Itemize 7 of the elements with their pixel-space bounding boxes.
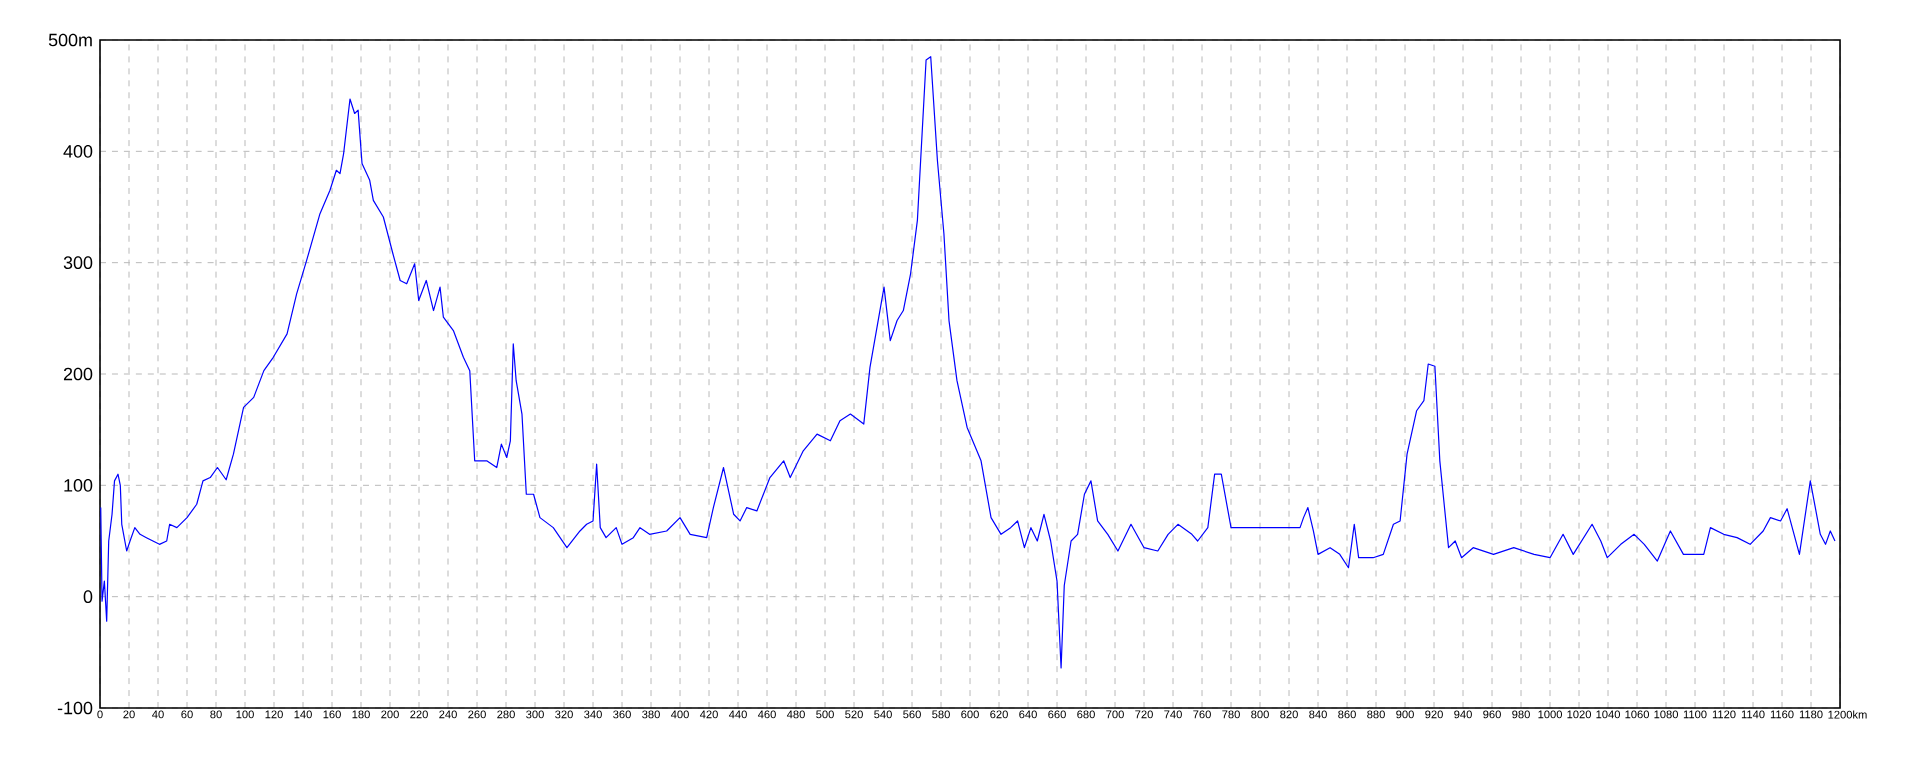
y-tick-label: 100: [64, 478, 93, 492]
y-tick-label: 500m: [48, 33, 92, 47]
y-tick-label: 200: [63, 367, 93, 381]
y-tick-label: 400: [63, 144, 93, 158]
y-tick-label: -100: [57, 701, 93, 715]
y-tick-label: 300: [63, 256, 93, 270]
y-tick-label: 0: [83, 590, 93, 604]
